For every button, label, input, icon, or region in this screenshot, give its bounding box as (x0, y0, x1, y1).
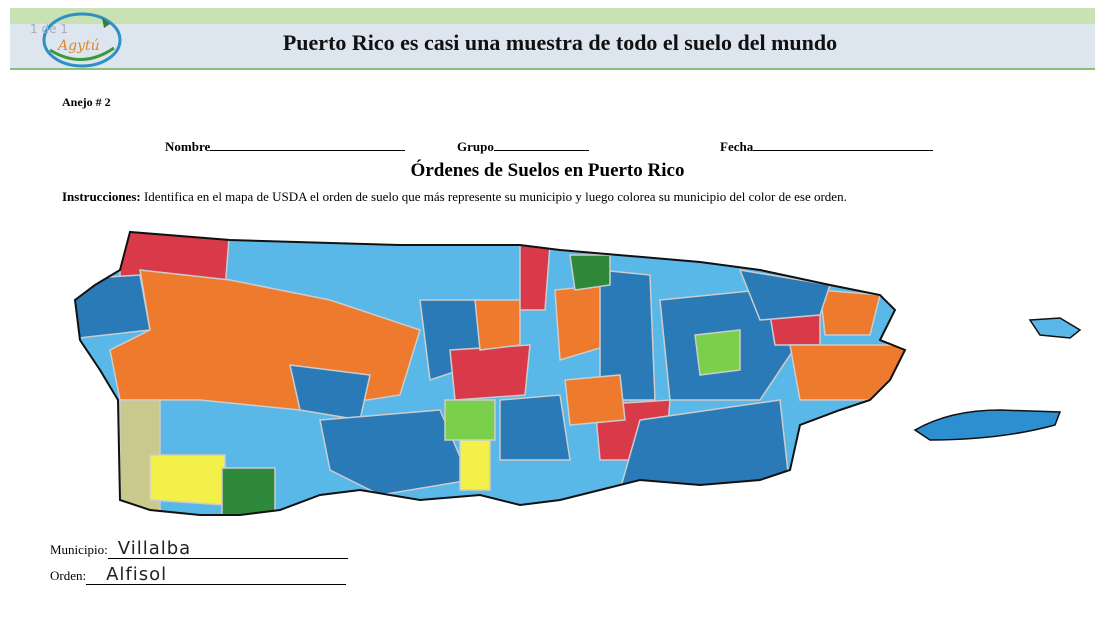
field-label: Grupo (457, 139, 494, 154)
date-field: Fecha (720, 138, 933, 155)
field-label: Orden: (50, 568, 86, 583)
municipio-field: Municipio:Villalba (50, 538, 348, 559)
field-label: Municipio: (50, 542, 108, 557)
field-label: Fecha (720, 139, 753, 154)
section-heading: Órdenes de Suelos en Puerto Rico (0, 160, 1095, 182)
field-label: Nombre (165, 139, 210, 154)
handwritten-answer: Villalba (108, 538, 348, 559)
annex-label: Anejo # 2 (62, 95, 111, 110)
header-title: Puerto Rico es casi una muestra de todo … (200, 30, 920, 56)
group-field: Grupo (457, 138, 589, 155)
instructions-label: Instrucciones: (62, 189, 141, 204)
instructions-text: Identifica en el mapa de USDA el orden d… (144, 189, 847, 204)
instructions: Instrucciones: Identifica en el mapa de … (62, 189, 1052, 204)
soil-map (0, 220, 1095, 550)
handwritten-answer: Alfisol (86, 564, 346, 585)
orden-field: Orden:Alfisol (50, 564, 346, 585)
logo-text: Agytú (58, 38, 100, 54)
document-page: Agytú 1 de 1 Puerto Rico es casi una mue… (0, 0, 1095, 617)
name-field: Nombre (165, 138, 405, 155)
page-indicator: 1 de 1 (30, 22, 68, 36)
